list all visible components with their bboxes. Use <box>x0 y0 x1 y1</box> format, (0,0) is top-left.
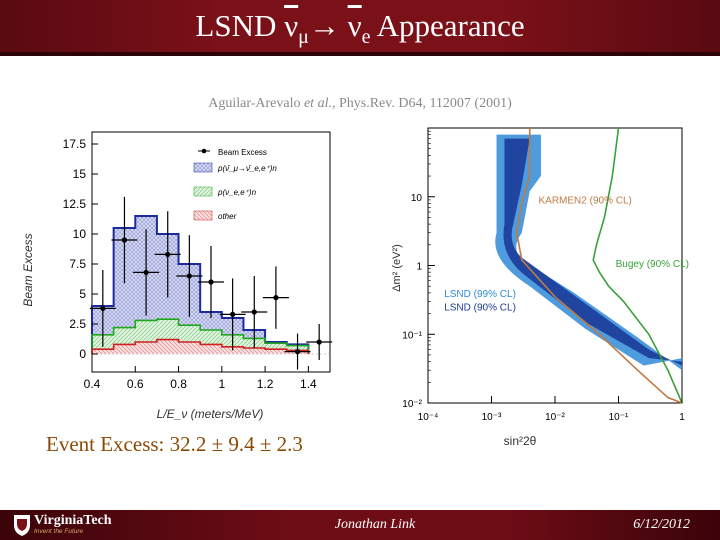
left-ytick-label: 0 <box>79 347 86 361</box>
slide-title: LSND νμ→ νe Appearance <box>0 8 720 55</box>
title-nu-mu: ν <box>284 8 299 43</box>
oscillation-chart: 10⁻² 10⁻¹ 1 10 10⁻⁴ 10⁻³ 10⁻² 10⁻¹ 1 Δm² (eV²) si… <box>380 118 690 450</box>
legend-label: p(ν_e,e⁺)n <box>217 188 257 197</box>
logo-tagline: Invent the Future <box>34 528 84 535</box>
title-prefix: LSND <box>195 8 285 43</box>
right-xtick-label: 1 <box>679 412 685 423</box>
lsnd-90-label: LSND (90% CL) <box>444 303 516 314</box>
legend-swatch <box>193 210 213 221</box>
legend-label: other <box>218 212 237 221</box>
curve-bugey <box>592 127 683 404</box>
right-xtick-label: 10⁻² <box>545 412 565 423</box>
left-legend: Beam Excess p(ν̄_μ→ν̄_e,e⁺)n p(ν_e,e⁺)noth… <box>193 148 277 221</box>
left-ytick-label: 5 <box>79 287 86 301</box>
data-point <box>186 273 192 279</box>
left-ytick-label: 12.5 <box>63 197 87 211</box>
legend-label: p(ν̄_μ→ν̄_e,e⁺)n <box>217 164 277 173</box>
bar-other <box>92 349 114 354</box>
legend-swatch <box>193 162 213 173</box>
karmen-label: KARMEN2 (90% CL) <box>539 195 632 206</box>
right-ticks: 10⁻² 10⁻¹ 1 10 10⁻⁴ 10⁻³ 10⁻² 10⁻¹ 1 <box>402 130 685 423</box>
right-ytick-label: 1 <box>416 262 422 273</box>
right-xtick-label: 10⁻¹ <box>609 412 629 423</box>
left-ytick-label: 15 <box>73 167 87 181</box>
left-xtick-label: 0.6 <box>127 377 144 391</box>
header-edge <box>0 52 720 56</box>
right-curves <box>515 127 683 404</box>
right-xtick-label: 10⁻⁴ <box>418 412 439 423</box>
right-xlabel: sin²2θ <box>504 434 537 448</box>
lsnd-99-label: LSND (99% CL) <box>444 289 516 300</box>
data-point <box>121 237 128 243</box>
data-point <box>165 251 171 257</box>
left-xtick-label: 0.8 <box>170 377 187 391</box>
right-regions <box>495 134 682 371</box>
data-point <box>143 269 149 275</box>
slide-footer: VirginiaTech Invent the Future <box>0 510 720 540</box>
bar-other <box>265 349 287 354</box>
title-sub-e: e <box>361 26 371 49</box>
title-nu-e: ν <box>347 8 362 43</box>
bar-other <box>200 344 222 354</box>
left-xlabel: L/E_ν (meters/MeV) <box>157 407 264 421</box>
bar-other <box>113 344 136 354</box>
data-point <box>230 311 236 317</box>
data-point <box>100 305 106 311</box>
data-point <box>316 339 322 345</box>
citation-etal: et al. <box>303 96 332 111</box>
left-xtick-label: 0.4 <box>84 377 101 391</box>
bar-other-outline <box>91 338 310 354</box>
virginia-tech-logo: VirginiaTech Invent the Future <box>12 513 137 537</box>
bar-other <box>156 339 179 354</box>
data-point <box>251 309 257 315</box>
bugey-label: Bugey (90% CL) <box>616 259 689 270</box>
footer-date: 6/12/2012 <box>633 517 690 532</box>
left-ytick-label: 10 <box>73 227 87 241</box>
left-xtick-label: 1 <box>218 377 225 391</box>
bar-other <box>178 342 201 354</box>
title-suffix: Appearance <box>370 8 525 43</box>
data-point <box>273 295 279 301</box>
data-point <box>208 279 214 285</box>
title-arrow: → <box>308 8 348 43</box>
lsnd-90-region <box>503 138 682 366</box>
left-ylabel: Beam Excess <box>21 233 35 306</box>
vt-shield-icon <box>14 515 30 536</box>
left-plot-frame <box>91 131 331 373</box>
left-ytick-label: 17.5 <box>63 137 87 151</box>
right-ylabel: Δm² (eV²) <box>391 244 403 292</box>
bar-nue-outline <box>91 318 310 354</box>
left-xtick-label: 1.2 <box>257 377 274 391</box>
bar-other <box>243 348 266 354</box>
event-excess-text: Event Excess: 32.2 ± 9.4 ± 2.3 <box>46 432 303 456</box>
data-point <box>294 349 301 355</box>
right-xtick-label: 10⁻³ <box>482 412 502 423</box>
beam-excess-chart: 0 2.5 5 7.5 10 12.5 15 17.5 0.4 0.6 0.8 1 1.2 1.4 Bea… <box>20 120 340 425</box>
citation-authors: Aguilar-Arevalo <box>208 96 304 111</box>
citation-ref: , Phys.Rev. D64, 112007 (2001) <box>331 96 512 111</box>
left-axes <box>91 131 331 373</box>
left-points <box>89 196 333 370</box>
bar-signal <box>113 228 136 354</box>
right-ytick-label: 10⁻¹ <box>402 330 422 341</box>
left-xtick-label: 1.4 <box>300 377 317 391</box>
left-ytick-label: 2.5 <box>69 317 86 331</box>
right-ytick-label: 10⁻² <box>402 399 422 410</box>
footer-author: Jonathan Link <box>334 517 416 532</box>
left-ytick-label: 7.5 <box>69 257 86 271</box>
right-labels: Δm² (eV²) sin²2θ KARMEN2 (90% CL) Bugey (90… <box>391 195 689 448</box>
legend-swatch <box>193 186 213 197</box>
citation: Aguilar-Arevalo et al., Phys.Rev. D64, 1… <box>0 96 720 112</box>
bar-other <box>135 342 157 354</box>
right-ytick-label: 10 <box>411 193 423 204</box>
curve-karmen2 <box>515 128 683 404</box>
title-sub-mu: μ <box>298 26 309 49</box>
legend-label-points: Beam Excess <box>218 148 267 157</box>
left-ticks: 0 2.5 5 7.5 10 12.5 15 17.5 0.4 0.6 0.8 1 1.2 1.4 <box>63 137 317 391</box>
logo-text: VirginiaTech <box>34 513 112 528</box>
slide-header <box>0 0 720 56</box>
